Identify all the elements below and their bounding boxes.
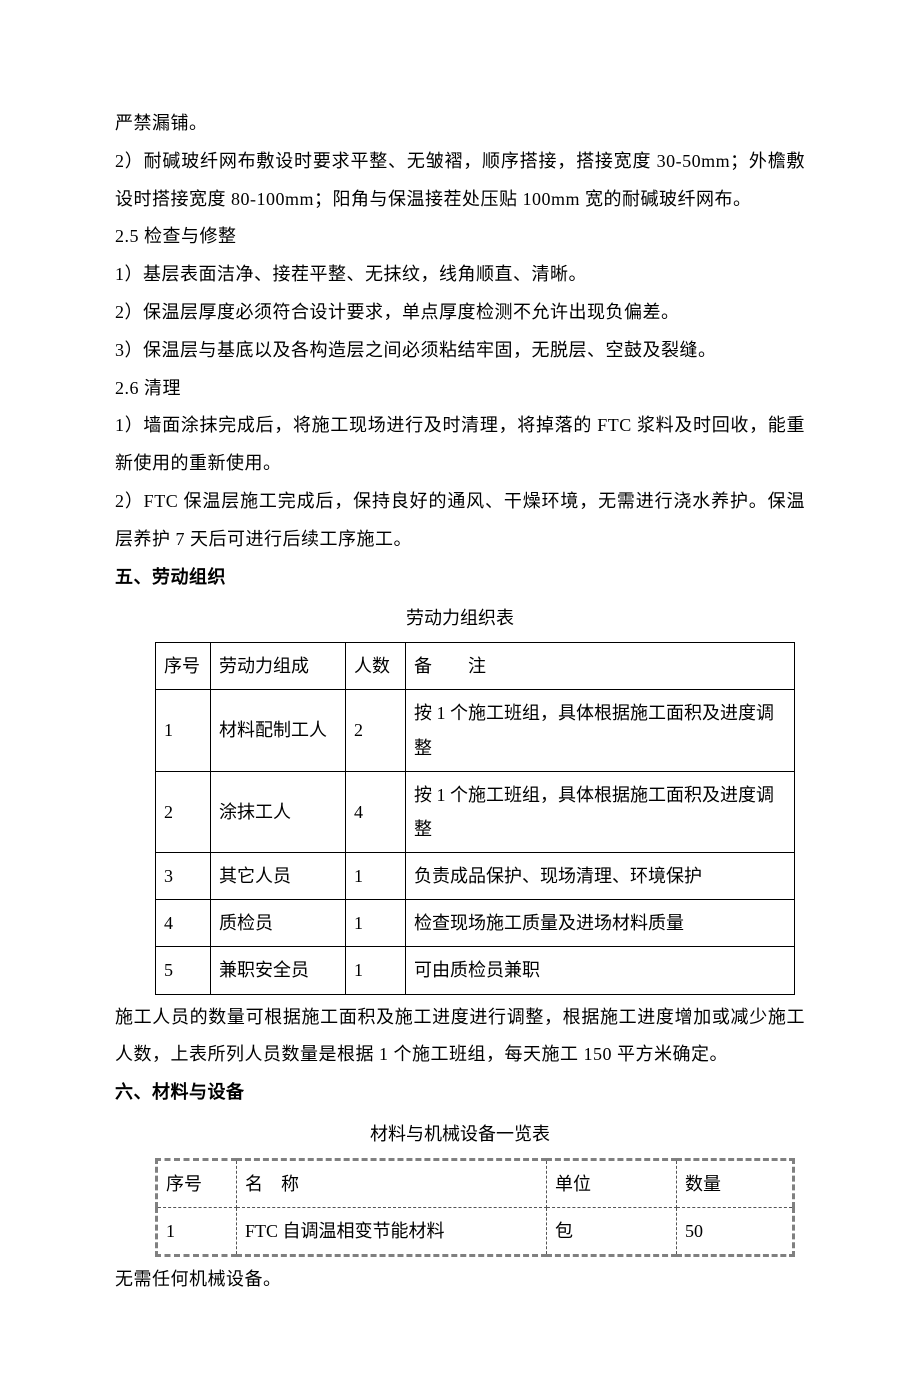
labor-cell-seq: 2: [156, 771, 211, 852]
labor-th-seq: 序号: [156, 643, 211, 690]
paragraph-2-5-2: 2）保温层厚度必须符合设计要求，单点厚度检测不允许出现负偏差。: [115, 294, 805, 332]
table-header-row: 序号 劳动力组成 人数 备 注: [156, 643, 795, 690]
table-row: 5 兼职安全员 1 可由质检员兼职: [156, 947, 795, 994]
material-cell-unit: 包: [547, 1208, 677, 1256]
labor-cell-count: 1: [346, 947, 406, 994]
material-cell-name: FTC 自调温相变节能材料: [237, 1208, 547, 1256]
material-th-unit: 单位: [547, 1159, 677, 1207]
labor-cell-count: 2: [346, 690, 406, 771]
table-row: 4 质检员 1 检查现场施工质量及进场材料质量: [156, 900, 795, 947]
material-th-name: 名 称: [237, 1159, 547, 1207]
paragraph-after-material-table: 无需任何机械设备。: [115, 1261, 805, 1299]
material-th-seq: 序号: [157, 1159, 237, 1207]
labor-table-title: 劳动力组织表: [115, 600, 805, 638]
labor-cell-note: 可由质检员兼职: [406, 947, 795, 994]
labor-cell-group: 其它人员: [211, 853, 346, 900]
table-row: 1 材料配制工人 2 按 1 个施工班组，具体根据施工面积及进度调整: [156, 690, 795, 771]
paragraph-严禁漏铺: 严禁漏铺。: [115, 105, 805, 143]
material-table-title: 材料与机械设备一览表: [115, 1116, 805, 1154]
labor-cell-note: 按 1 个施工班组，具体根据施工面积及进度调整: [406, 771, 795, 852]
labor-cell-group: 涂抹工人: [211, 771, 346, 852]
material-th-qty: 数量: [677, 1159, 794, 1207]
material-cell-seq: 1: [157, 1208, 237, 1256]
labor-cell-seq: 1: [156, 690, 211, 771]
labor-cell-group: 质检员: [211, 900, 346, 947]
labor-cell-group: 材料配制工人: [211, 690, 346, 771]
paragraph-2-2: 2）耐碱玻纤网布敷设时要求平整、无皱褶，顺序搭接，搭接宽度 30-50mm；外檐…: [115, 143, 805, 219]
paragraph-2-5-1: 1）基层表面洁净、接茬平整、无抹纹，线角顺直、清晰。: [115, 256, 805, 294]
heading-5: 五、劳动组织: [115, 559, 805, 597]
paragraph-2-6-1: 1）墙面涂抹完成后，将施工现场进行及时清理，将掉落的 FTC 浆料及时回收，能重…: [115, 407, 805, 483]
labor-cell-note: 按 1 个施工班组，具体根据施工面积及进度调整: [406, 690, 795, 771]
labor-cell-note: 检查现场施工质量及进场材料质量: [406, 900, 795, 947]
labor-cell-seq: 4: [156, 900, 211, 947]
labor-cell-note: 负责成品保护、现场清理、环境保护: [406, 853, 795, 900]
paragraph-after-labor-table: 施工人员的数量可根据施工面积及施工进度进行调整，根据施工进度增加或减少施工人数，…: [115, 999, 805, 1075]
labor-th-group: 劳动力组成: [211, 643, 346, 690]
labor-th-note: 备 注: [406, 643, 795, 690]
table-row: 3 其它人员 1 负责成品保护、现场清理、环境保护: [156, 853, 795, 900]
labor-cell-count: 1: [346, 853, 406, 900]
paragraph-2-5-3: 3）保温层与基底以及各构造层之间必须粘结牢固，无脱层、空鼓及裂缝。: [115, 332, 805, 370]
table-row: 2 涂抹工人 4 按 1 个施工班组，具体根据施工面积及进度调整: [156, 771, 795, 852]
labor-cell-count: 4: [346, 771, 406, 852]
section-2-6-title: 2.6 清理: [115, 370, 805, 408]
material-table: 序号 名 称 单位 数量 1 FTC 自调温相变节能材料 包 50: [155, 1158, 795, 1257]
section-2-5-title: 2.5 检查与修整: [115, 218, 805, 256]
paragraph-2-6-2: 2）FTC 保温层施工完成后，保持良好的通风、干燥环境，无需进行浇水养护。保温层…: [115, 483, 805, 559]
labor-cell-group: 兼职安全员: [211, 947, 346, 994]
heading-6: 六、材料与设备: [115, 1074, 805, 1112]
labor-cell-seq: 5: [156, 947, 211, 994]
labor-th-count: 人数: [346, 643, 406, 690]
labor-cell-seq: 3: [156, 853, 211, 900]
table-header-row: 序号 名 称 单位 数量: [157, 1159, 794, 1207]
labor-table: 序号 劳动力组成 人数 备 注 1 材料配制工人 2 按 1 个施工班组，具体根…: [155, 642, 795, 995]
material-cell-qty: 50: [677, 1208, 794, 1256]
table-row: 1 FTC 自调温相变节能材料 包 50: [157, 1208, 794, 1256]
labor-cell-count: 1: [346, 900, 406, 947]
